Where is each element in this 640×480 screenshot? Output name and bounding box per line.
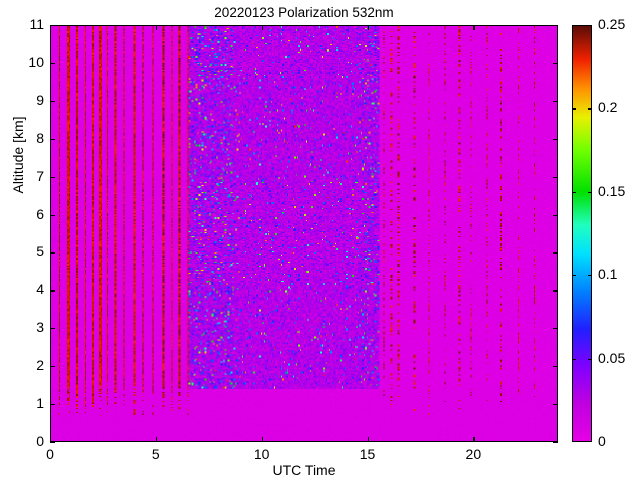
y-tick-mark (50, 138, 55, 140)
y-tick-mark-right (553, 25, 558, 27)
y-tick-label: 9 (36, 91, 44, 108)
heatmap-plot-area (50, 25, 558, 442)
y-tick-mark-right (553, 62, 558, 65)
x-tick-mark-top (155, 25, 158, 30)
y-tick-mark (50, 442, 55, 444)
x-tick-mark (261, 437, 263, 442)
y-tick-mark (50, 25, 55, 27)
x-tick-mark-top (367, 25, 369, 30)
colorbar-tick-mark-right (588, 275, 592, 277)
x-tick-mark-top (473, 25, 475, 30)
y-tick-label: 8 (36, 129, 44, 146)
x-axis-label: UTC Time (272, 462, 336, 478)
y-tick-mark-right (553, 366, 558, 368)
x-tick-mark (50, 437, 52, 442)
colorbar-tick-label: 0.25 (598, 16, 626, 32)
y-tick-mark (50, 100, 55, 102)
x-tick-label: 10 (253, 446, 270, 462)
page-title: 20220123 Polarization 532nm (214, 5, 394, 20)
y-tick-mark (50, 252, 55, 254)
y-tick-mark (50, 404, 55, 406)
colorbar-tick-label: 0 (598, 433, 606, 449)
heatmap-image (51, 26, 557, 441)
y-tick-mark-right (553, 442, 558, 444)
colorbar-tick-label: 0.05 (598, 349, 626, 366)
x-tick-mark (155, 437, 158, 442)
y-tick-mark (50, 62, 55, 65)
y-tick-mark (50, 214, 55, 216)
x-tick-label: 20 (465, 446, 482, 462)
x-tick-mark (367, 437, 369, 442)
y-tick-label: 11 (29, 16, 44, 32)
y-tick-label: 4 (36, 281, 44, 298)
colorbar-tick-mark-left (572, 191, 576, 193)
y-tick-label: 7 (36, 167, 44, 184)
x-tick-label: 0 (46, 446, 54, 462)
y-tick-mark (50, 328, 55, 330)
y-tick-mark-right (553, 100, 558, 102)
y-tick-mark-right (553, 176, 558, 178)
y-tick-mark-right (553, 138, 558, 140)
colorbar-tick-mark-right (588, 358, 592, 360)
colorbar-tick-mark-right (588, 108, 592, 110)
y-tick-label: 2 (36, 357, 44, 374)
y-tick-label: 5 (36, 243, 44, 260)
y-tick-mark-right (553, 404, 558, 406)
y-tick-mark (50, 176, 55, 178)
colorbar (572, 25, 592, 442)
colorbar-tick-mark-left (572, 275, 576, 277)
colorbar-tick-mark-left (572, 108, 576, 110)
colorbar-tick-label: 0.15 (598, 182, 626, 199)
y-tick-label: 6 (36, 205, 44, 222)
x-tick-label: 15 (359, 446, 376, 462)
y-tick-mark-right (553, 214, 558, 216)
x-tick-mark (473, 437, 475, 442)
y-tick-mark (50, 366, 55, 368)
x-tick-mark-top (50, 25, 52, 30)
colorbar-gradient (573, 26, 591, 441)
colorbar-tick-mark-left (572, 358, 576, 360)
colorbar-tick-label: 0.1 (598, 266, 618, 283)
y-tick-label: 1 (36, 395, 44, 412)
y-tick-mark-right (553, 328, 558, 330)
x-tick-mark-top (261, 25, 263, 30)
y-tick-label: 3 (36, 319, 44, 336)
colorbar-tick-label: 0.2 (598, 99, 618, 116)
y-tick-label: 10 (28, 53, 44, 70)
y-tick-mark (50, 290, 55, 292)
y-tick-label: 0 (36, 433, 44, 449)
y-tick-mark-right (553, 252, 558, 254)
colorbar-tick-mark-right (588, 191, 592, 193)
x-tick-label: 5 (151, 446, 160, 462)
y-tick-mark-right (553, 290, 558, 292)
